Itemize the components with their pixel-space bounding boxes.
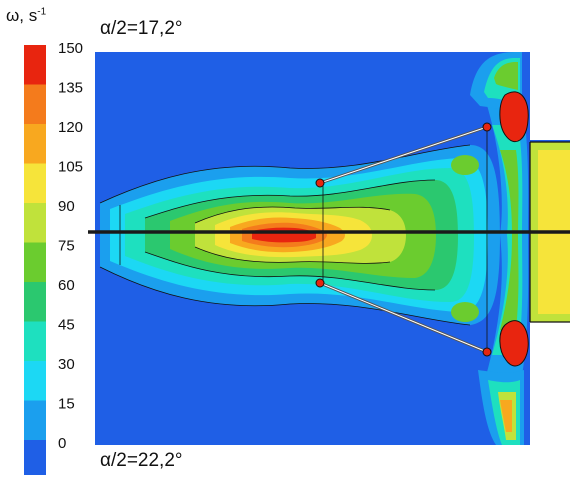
- nozzle-wall-highlights: [319, 126, 488, 353]
- colorbar-swatch: [24, 203, 46, 243]
- colorbar-swatch: [24, 163, 46, 204]
- lower-base-marker: [482, 347, 492, 357]
- lower-wall-blob: [451, 302, 479, 322]
- colorbar-tick-label: 0: [58, 435, 66, 452]
- colorbar-tick-label: 45: [58, 317, 75, 334]
- colorbar-swatch: [24, 361, 46, 401]
- colorbar-swatch: [24, 45, 46, 85]
- colorbar-tick-label: 15: [58, 396, 75, 413]
- colorbar-swatch: [24, 242, 46, 283]
- contour-plot: [95, 52, 570, 445]
- colorbar-tick-label: 135: [58, 80, 83, 97]
- lower-tip-marker: [315, 278, 325, 288]
- lower-lobe: [499, 320, 529, 367]
- plume-top-inner: [494, 62, 518, 90]
- upper-wall-blob: [451, 155, 479, 175]
- upper-base-marker: [482, 122, 492, 132]
- colorbar-swatch: [24, 321, 46, 362]
- colorbar-title: ω, s-1: [6, 6, 47, 25]
- bottom-angle-label: α/2=22,2°: [100, 450, 183, 471]
- outlet-wall-top: [530, 52, 570, 140]
- colorbar-swatch: [24, 124, 46, 164]
- colorbar-swatch: [24, 440, 46, 480]
- upper-tip-marker: [315, 178, 325, 188]
- top-angle-label: α/2=17,2°: [100, 18, 183, 39]
- colorbar-tick-label: 75: [58, 238, 75, 255]
- outlet-wall-bottom: [530, 322, 570, 445]
- colorbar-tick-label: 30: [58, 356, 75, 373]
- colorbar-swatch: [24, 84, 46, 125]
- colorbar-tick-label: 90: [58, 198, 75, 215]
- jet-level-150: [252, 227, 316, 243]
- colorbar-tick-label: 105: [58, 159, 83, 176]
- colorbar-tick-label: 60: [58, 277, 75, 294]
- contour-lines: [99, 127, 488, 352]
- colorbar-tick-label: 120: [58, 119, 83, 136]
- colorbar-tick-label: 150: [58, 40, 83, 57]
- colorbar-swatch: [24, 400, 46, 441]
- plume-bottom-core: [500, 400, 512, 432]
- upper-lobe: [499, 91, 529, 142]
- colorbar-swatch: [24, 282, 46, 322]
- exit-band-inner: [500, 150, 519, 330]
